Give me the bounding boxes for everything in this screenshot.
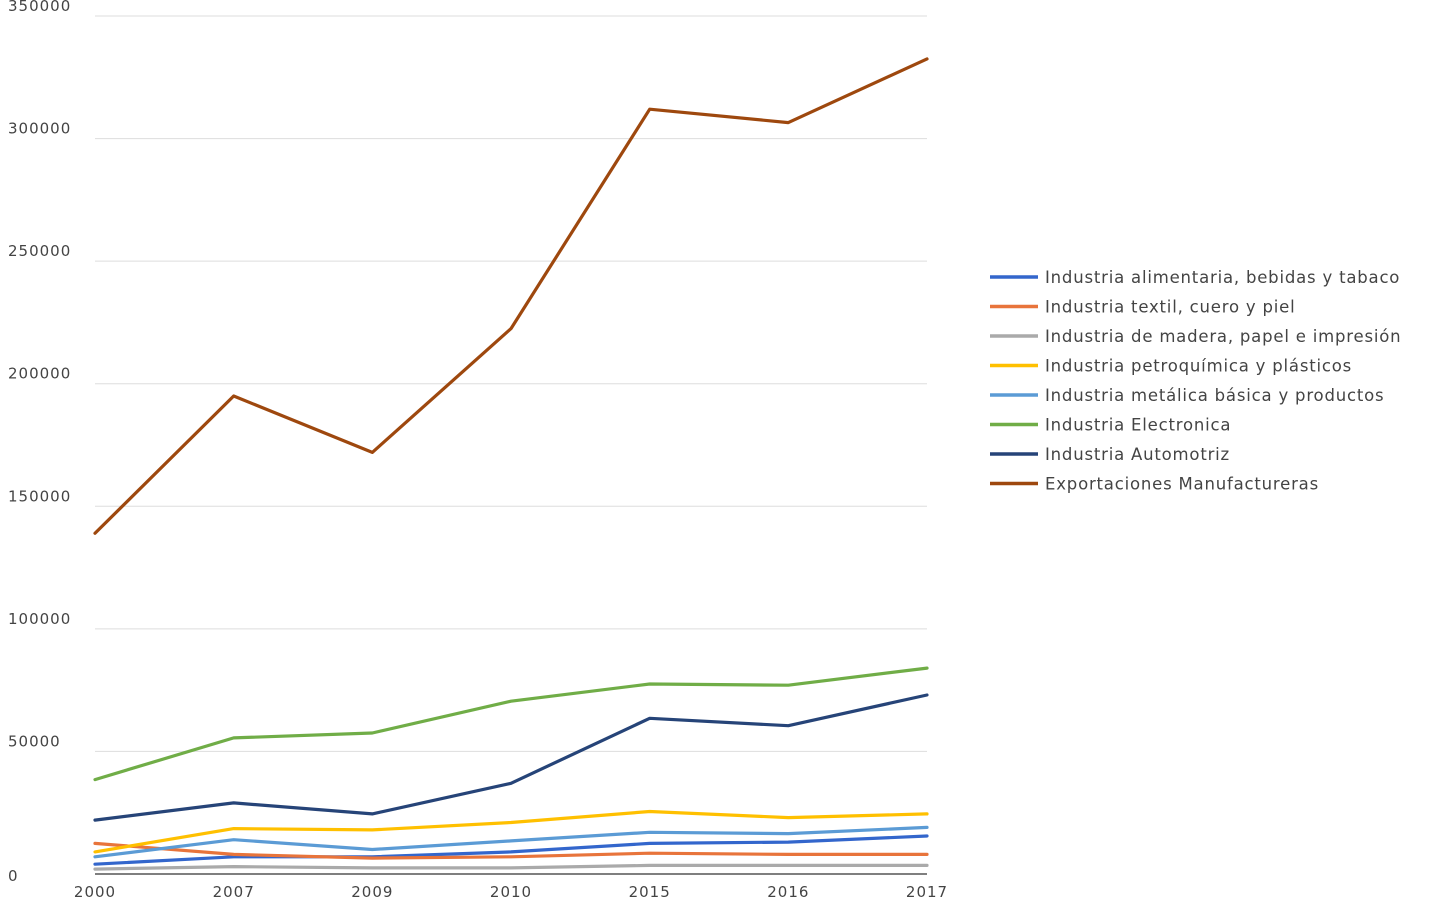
y-axis: 0 50000 100000 150000 200000 250000 300000 3500… — [8, 0, 71, 885]
series-line-3 — [93, 809, 929, 854]
x-tick-label: 2007 — [213, 883, 255, 901]
y-tick-label: 300000 — [8, 120, 71, 138]
legend-label: Industria Electronica — [1045, 416, 1231, 435]
x-tick-label: 2015 — [629, 883, 671, 901]
series-lines — [93, 57, 929, 871]
series-line-2 — [93, 863, 929, 871]
legend-label: Industria metálica básica y productos — [1045, 386, 1384, 405]
legend-label: Industria textil, cuero y piel — [1045, 298, 1296, 317]
y-tick-label: 250000 — [8, 242, 71, 260]
x-tick-label: 2010 — [490, 883, 532, 901]
series-line-1 — [93, 841, 929, 860]
y-tick-label: 50000 — [8, 732, 61, 750]
x-axis: 2000 2007 2009 2010 2015 2016 2017 — [74, 883, 948, 901]
series-line-5 — [93, 666, 929, 782]
legend-label: Industria Automotriz — [1045, 445, 1230, 464]
legend: Industria alimentaria, bebidas y tabaco I… — [990, 268, 1401, 494]
legend-label: Exportaciones Manufactureras — [1045, 475, 1319, 494]
series-line-0 — [93, 834, 929, 866]
series-line-7 — [93, 57, 929, 535]
x-tick-label: 2009 — [351, 883, 393, 901]
x-tick-label: 2017 — [906, 883, 948, 901]
y-tick-label: 350000 — [8, 0, 71, 15]
y-tick-label: 200000 — [8, 365, 71, 383]
legend-label: Industria alimentaria, bebidas y tabaco — [1045, 268, 1400, 287]
series-line-4 — [93, 825, 929, 859]
gridlines — [95, 15, 927, 875]
y-tick-label: 150000 — [8, 487, 71, 505]
legend-label: Industria petroquímica y plásticos — [1045, 357, 1352, 376]
series-line-6 — [93, 693, 929, 822]
x-tick-label: 2000 — [74, 883, 116, 901]
y-tick-label: 100000 — [8, 610, 71, 628]
x-tick-label: 2016 — [767, 883, 809, 901]
y-tick-label: 0 — [8, 867, 19, 885]
legend-label: Industria de madera, papel e impresión — [1045, 327, 1401, 346]
